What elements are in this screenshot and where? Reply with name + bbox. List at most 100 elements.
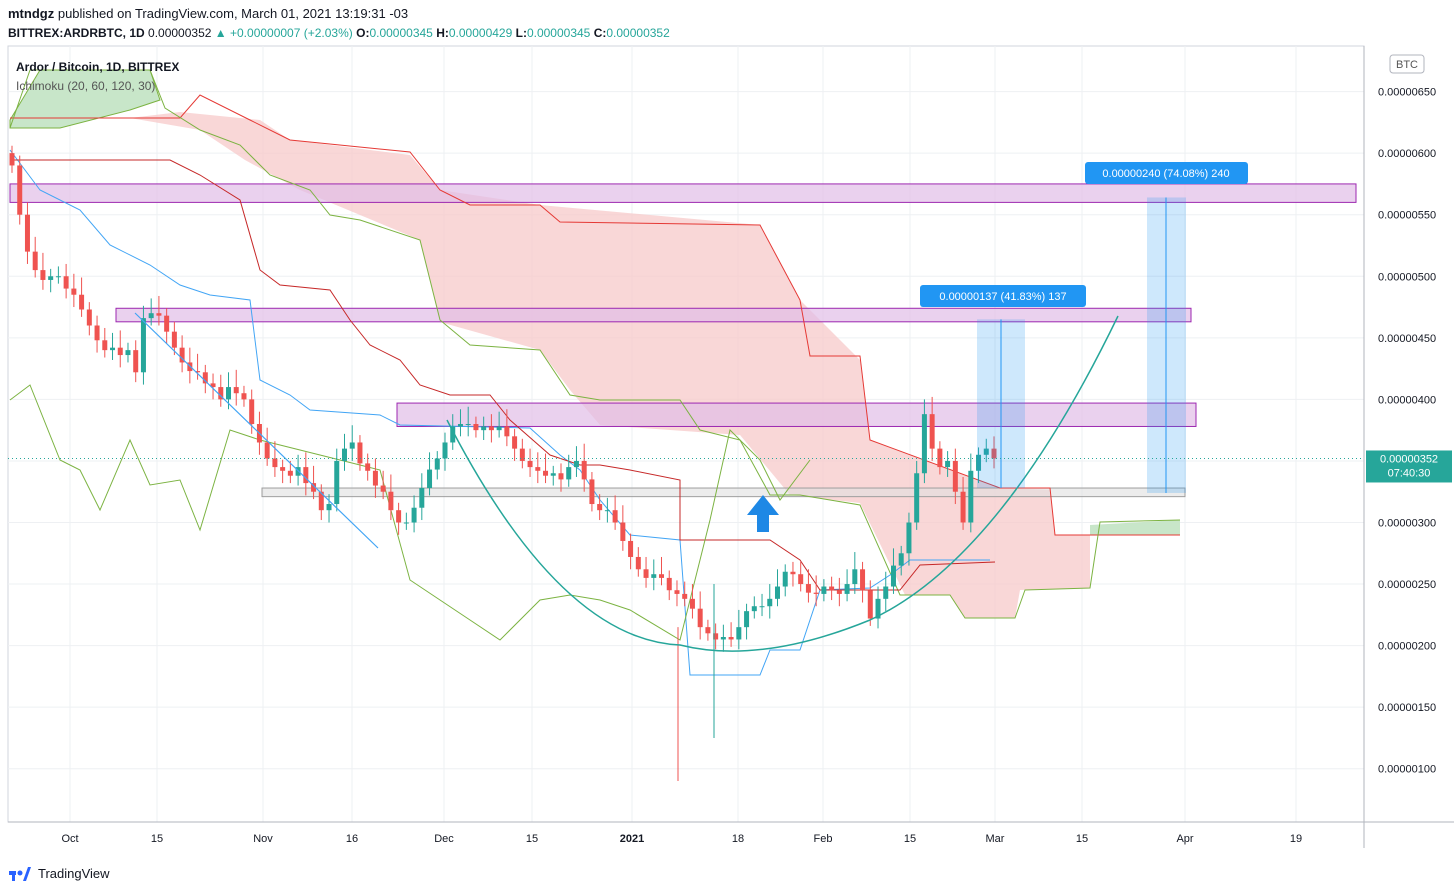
candle-body[interactable] (349, 442, 355, 449)
candle-body[interactable] (164, 315, 170, 332)
candle-body[interactable] (651, 574, 657, 578)
candle-body[interactable] (581, 460, 587, 480)
candle-body[interactable] (689, 598, 695, 609)
candle-body[interactable] (110, 347, 116, 351)
candle-body[interactable] (179, 347, 185, 363)
candle-body[interactable] (55, 276, 61, 278)
candle-body[interactable] (133, 350, 139, 373)
candle-body[interactable] (821, 586, 827, 594)
candle-body[interactable] (457, 424, 463, 427)
candle-body[interactable] (774, 586, 780, 599)
candle-body[interactable] (659, 574, 665, 578)
candle-body[interactable] (388, 491, 394, 511)
candle-body[interactable] (937, 448, 943, 468)
candle-body[interactable] (465, 424, 471, 426)
currency-badge[interactable] (1389, 54, 1425, 74)
candle-body[interactable] (929, 414, 935, 449)
candle-body[interactable] (210, 383, 216, 388)
candle-body[interactable] (241, 393, 247, 400)
candle-body[interactable] (403, 522, 409, 524)
candle-body[interactable] (79, 294, 85, 310)
candle-body[interactable] (357, 442, 363, 464)
candle-body[interactable] (674, 590, 680, 594)
candle-body[interactable] (612, 510, 618, 523)
candle-body[interactable] (156, 313, 162, 316)
candle-body[interactable] (805, 584, 811, 593)
candle-body[interactable] (427, 469, 433, 489)
candle-body[interactable] (945, 460, 951, 468)
candle-body[interactable] (589, 479, 595, 505)
candle-body[interactable] (140, 318, 146, 373)
chart-drawings[interactable]: 0.00000137 (41.83%) 137 0.00000240 (74.08… (134, 162, 1248, 652)
rounding-bottom-curve[interactable] (446, 315, 1119, 652)
candle-body[interactable] (9, 153, 15, 166)
candle-body[interactable] (921, 414, 927, 474)
candle-body[interactable] (419, 488, 425, 508)
candle-body[interactable] (558, 473, 564, 480)
candle-body[interactable] (875, 598, 881, 619)
zone-resistance-top[interactable] (9, 183, 1357, 203)
candle-body[interactable] (991, 448, 997, 459)
candle-body[interactable] (71, 288, 77, 295)
candle-body[interactable] (782, 571, 788, 587)
candle-body[interactable] (504, 426, 510, 437)
candle-body[interactable] (148, 313, 154, 319)
candle-body[interactable] (519, 448, 525, 461)
candle-body[interactable] (890, 565, 896, 587)
candle-body[interactable] (883, 586, 889, 599)
candle-body[interactable] (628, 540, 634, 557)
candle-body[interactable] (620, 522, 626, 541)
candle-body[interactable] (249, 399, 255, 425)
candle-body[interactable] (202, 372, 208, 384)
candle-body[interactable] (94, 325, 100, 341)
candle-body[interactable] (751, 606, 757, 612)
candle-body[interactable] (411, 507, 417, 523)
candle-body[interactable] (744, 611, 750, 628)
candle-body[interactable] (303, 467, 309, 484)
candle-body[interactable] (543, 470, 549, 476)
candle-body[interactable] (720, 637, 726, 640)
candle-body[interactable] (496, 426, 502, 431)
candle-body[interactable] (280, 467, 286, 471)
candle-body[interactable] (767, 598, 773, 607)
candle-body[interactable] (318, 491, 324, 511)
candle-body[interactable] (643, 569, 649, 578)
candle-body[interactable] (759, 606, 765, 608)
candle-body[interactable] (666, 577, 672, 591)
candle-body[interactable] (365, 463, 371, 471)
author-name[interactable]: mtndgz (8, 6, 55, 21)
candle-body[interactable] (867, 590, 873, 619)
zone-resistance-mid[interactable] (115, 307, 1192, 323)
candle-body[interactable] (906, 522, 912, 554)
candle-body[interactable] (527, 460, 533, 468)
candle-body[interactable] (635, 556, 641, 570)
candle-body[interactable] (341, 448, 347, 461)
candle-body[interactable] (512, 436, 518, 449)
candle-body[interactable] (226, 387, 232, 400)
candle-body[interactable] (264, 442, 270, 459)
candle-body[interactable] (125, 350, 131, 356)
candle-body[interactable] (40, 270, 46, 280)
candle-body[interactable] (396, 510, 402, 523)
candle-body[interactable] (682, 593, 688, 599)
candle-body[interactable] (836, 590, 842, 594)
candle-body[interactable] (597, 504, 603, 511)
candle-body[interactable] (860, 569, 866, 591)
candle-body[interactable] (604, 510, 610, 512)
candle-body[interactable] (976, 454, 982, 471)
candle-body[interactable] (287, 470, 293, 476)
candle-body[interactable] (983, 448, 989, 455)
candle-body[interactable] (195, 371, 201, 373)
candle-body[interactable] (117, 347, 123, 356)
candle-body[interactable] (844, 584, 850, 594)
candle-body[interactable] (272, 458, 278, 468)
candle-body[interactable] (968, 470, 974, 523)
candle-body[interactable] (334, 460, 340, 505)
candle-body[interactable] (713, 633, 719, 640)
candle-body[interactable] (102, 340, 108, 351)
zone-resistance-low[interactable] (396, 402, 1197, 427)
candle-body[interactable] (434, 458, 440, 470)
candle-body[interactable] (952, 460, 958, 492)
tradingview-logo[interactable]: TradingView (8, 864, 110, 882)
candle-body[interactable] (218, 387, 224, 400)
